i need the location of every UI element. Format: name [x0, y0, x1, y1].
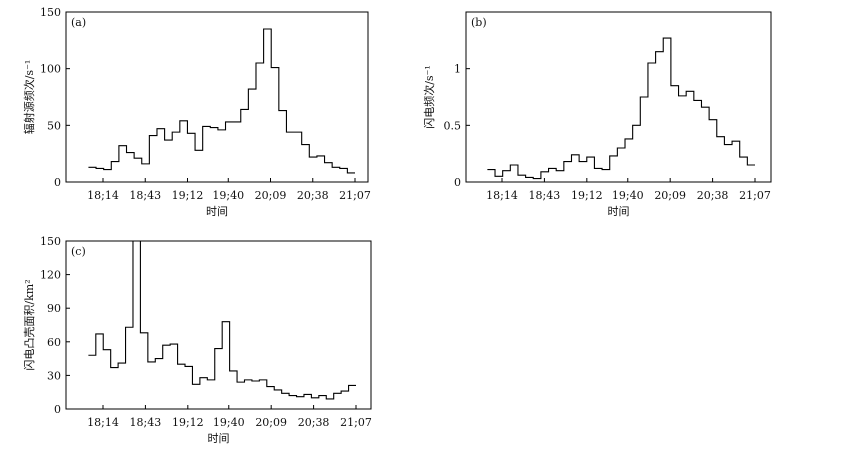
x-tick-label: 18;43: [130, 416, 162, 429]
x-tick-label: 18;43: [529, 189, 561, 202]
x-tick-label: 19;40: [213, 416, 245, 429]
chart-panel-1: 0 50 100 150 18;14 18;43 19;12 19;40 20;09 20;38 2…: [22, 6, 371, 218]
y-axis-label: 闪电频次/s⁻¹: [422, 65, 436, 129]
series-line: [88, 240, 356, 400]
x-tick-label: 20;38: [298, 416, 330, 429]
y-tick-label: 0.5: [444, 119, 462, 132]
plot-frame: [465, 11, 772, 183]
x-tick-label: 20;38: [297, 189, 329, 202]
series-line: [88, 28, 355, 174]
x-tick-label: 21;07: [340, 416, 372, 429]
y-axis-label: 闪电凸壳面积/km²: [22, 279, 36, 370]
panel-label: (a): [71, 16, 86, 29]
x-tick-label: 20;09: [654, 189, 686, 202]
x-tick-label: 21;07: [339, 189, 371, 202]
y-tick-label: 50: [47, 119, 61, 132]
x-tick-label: 20;09: [255, 189, 287, 202]
y-tick-label: 0: [54, 176, 61, 189]
x-tick-label: 18;43: [129, 189, 161, 202]
y-tick-label: 30: [47, 369, 61, 382]
panel-label: (c): [71, 245, 86, 258]
x-tick-label: 19;12: [571, 189, 603, 202]
x-tick-label: 19;12: [172, 189, 204, 202]
y-tick-label: 120: [40, 269, 61, 282]
series-line: [487, 37, 755, 180]
x-tick-label: 19;40: [212, 189, 244, 202]
x-axis-label: 时间: [206, 205, 228, 218]
chart-panel-2: 0 0.5 1 18;14 18;43 19;12 19;40 20;09 20;38 21;07…: [422, 11, 772, 218]
plot-frame: [65, 240, 372, 410]
x-tick-label: 19;12: [172, 416, 204, 429]
x-tick-label: 18;14: [486, 189, 518, 202]
x-tick-label: 18;14: [87, 416, 119, 429]
y-tick-label: 100: [40, 63, 61, 76]
y-axis-label: 辐射源频次/s⁻¹: [22, 60, 36, 135]
x-tick-label: 19;40: [612, 189, 644, 202]
y-tick-label: 150: [40, 235, 61, 248]
y-tick-label: 0: [454, 176, 461, 189]
x-tick-label: 18;14: [87, 189, 119, 202]
x-tick-label: 21;07: [739, 189, 771, 202]
x-axis-label: 时间: [208, 432, 230, 445]
y-tick-label: 1: [454, 63, 461, 76]
panel-label: (b): [471, 16, 487, 29]
y-tick-label: 60: [47, 336, 61, 349]
y-tick-label: 90: [47, 302, 61, 315]
x-tick-label: 20;09: [255, 416, 287, 429]
chart-panel-3: 0 30 60 90 120 150 18;14 18;43 19;12 19;40 20;09 20…: [22, 235, 372, 445]
y-tick-label: 0: [54, 403, 61, 416]
plot-frame: [65, 11, 369, 183]
y-tick-label: 150: [40, 6, 61, 19]
x-axis-label: 时间: [608, 205, 630, 218]
x-tick-label: 20;38: [697, 189, 729, 202]
